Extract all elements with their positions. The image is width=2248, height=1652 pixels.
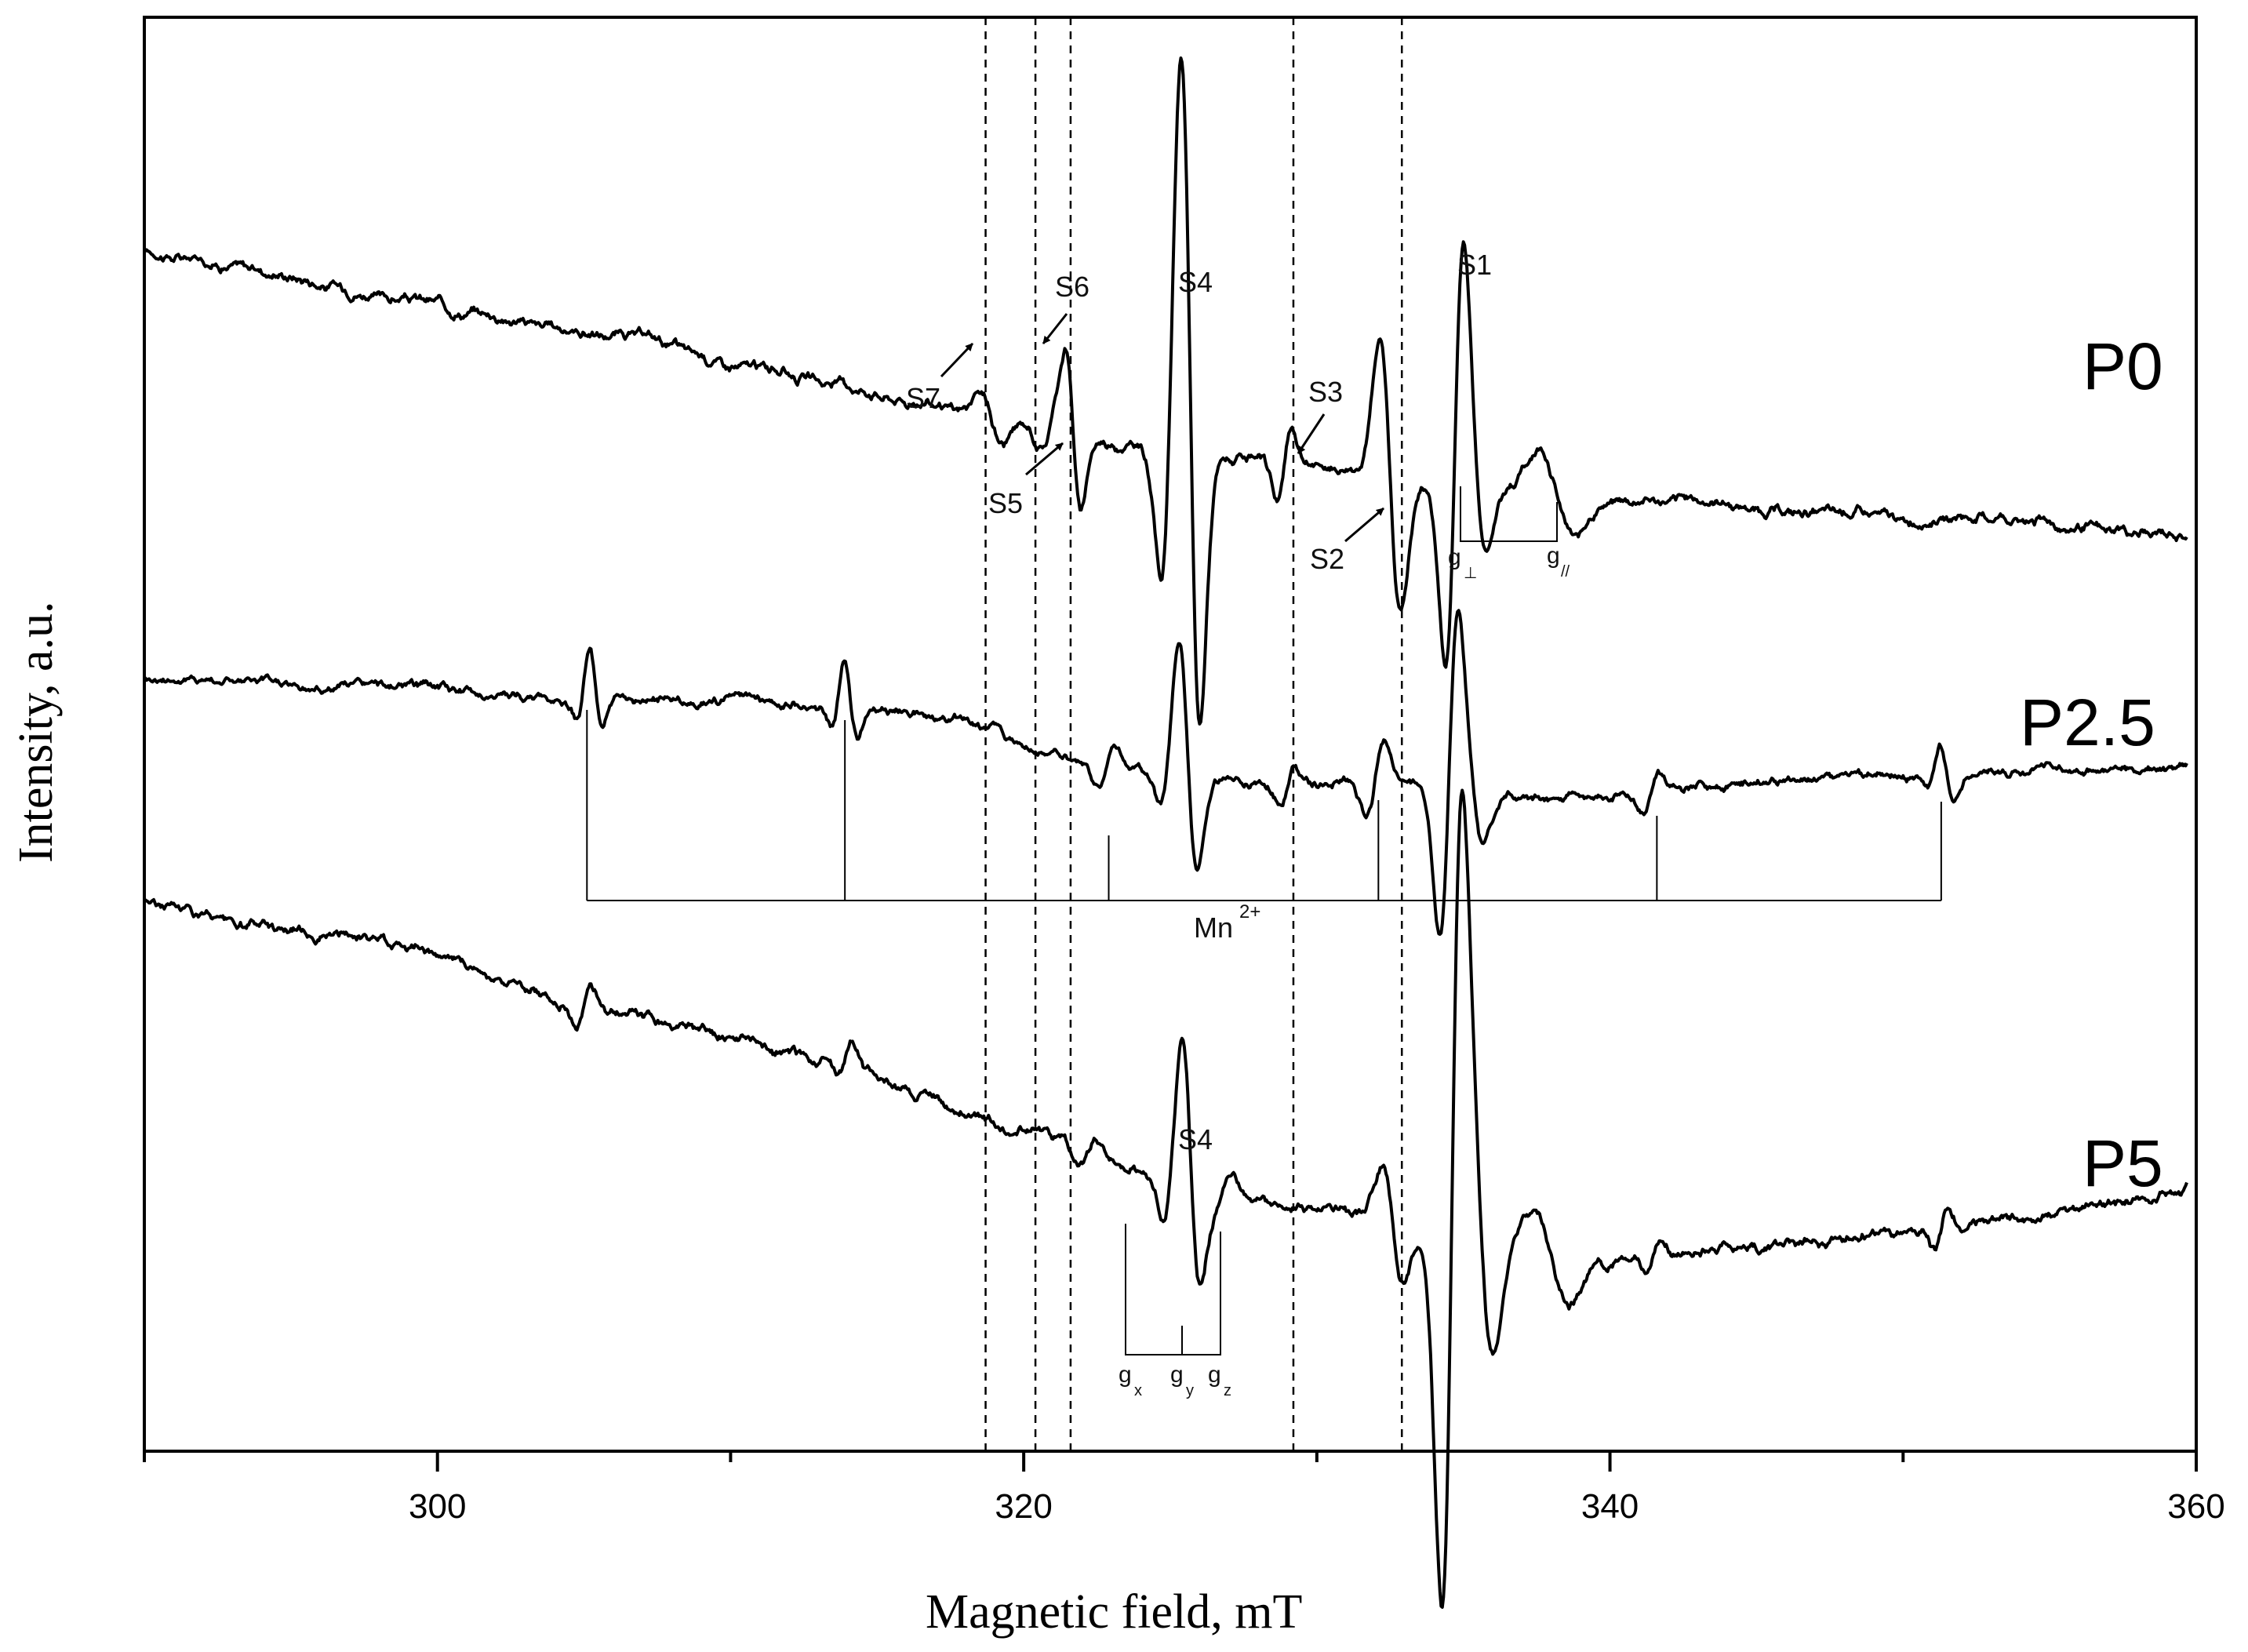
- gz-label: g: [1208, 1362, 1221, 1388]
- arrow-s6: [1042, 313, 1068, 344]
- x-axis-ticks: 300 320 340 360: [143, 1451, 2225, 1526]
- series-line-p5: [144, 788, 2188, 1609]
- g-perp-subscript: ⊥: [1464, 565, 1477, 582]
- series-line-p0: [143, 56, 2188, 726]
- g-par-label: g: [1547, 543, 1560, 569]
- g-perp-label: g: [1448, 544, 1461, 570]
- arrow-s5: [1025, 442, 1064, 476]
- series-label-p2-5: P2.5: [2020, 686, 2155, 759]
- annotation-s4: S4: [1178, 266, 1213, 298]
- x-tick-label-1: 320: [995, 1487, 1052, 1526]
- g-perp-par-bracket: [1460, 486, 1558, 542]
- mn-label-superscript: 2+: [1239, 901, 1260, 922]
- g-par-subscript: //: [1561, 563, 1570, 580]
- gy-subscript: y: [1186, 1382, 1194, 1399]
- gx-subscript: x: [1134, 1382, 1142, 1399]
- annotation-s5: S5: [988, 487, 1023, 519]
- mn-hyperfine-marker: [586, 710, 1942, 901]
- gx-label: g: [1119, 1362, 1132, 1388]
- annotation-s3: S3: [1308, 376, 1343, 408]
- x-tick-label-3: 360: [2167, 1487, 2224, 1526]
- arrow-s3: [1297, 413, 1326, 454]
- x-tick-label-0: 300: [409, 1487, 466, 1526]
- series-label-p0: P0: [2082, 329, 2163, 403]
- annotation-s6: S6: [1055, 271, 1089, 303]
- gy-label: g: [1170, 1362, 1184, 1388]
- x-axis-title: Magnetic field, mT: [926, 1585, 1302, 1639]
- annotation-s1: S1: [1457, 249, 1492, 281]
- plot-frame: [143, 16, 2198, 1453]
- annotation-s2: S2: [1310, 543, 1344, 575]
- gxyz-bracket: [1125, 1224, 1221, 1355]
- spectra: [143, 56, 2188, 1609]
- arrow-s2: [1344, 507, 1384, 543]
- g-factor-brackets: [1125, 486, 1558, 1355]
- arrow-s7: [940, 342, 974, 378]
- annotation-s4-p5: S4: [1178, 1123, 1213, 1155]
- series-line-p2-5: [144, 609, 2188, 936]
- annotation-s7: S7: [906, 382, 940, 414]
- gz-subscript: z: [1224, 1382, 1231, 1399]
- series-label-p5: P5: [2082, 1126, 2163, 1200]
- x-tick-label-2: 340: [1581, 1487, 1639, 1526]
- mn-label: Mn: [1194, 912, 1233, 944]
- y-axis-title: Intensity, a.u.: [9, 602, 63, 863]
